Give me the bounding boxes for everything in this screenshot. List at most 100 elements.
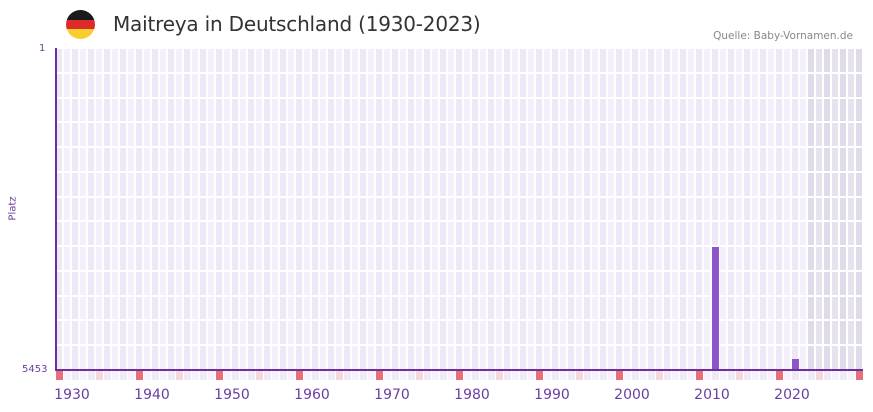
grid-cell	[464, 172, 470, 196]
grid-cell	[432, 346, 438, 369]
grid-cell	[816, 172, 822, 196]
grid-cell	[608, 346, 614, 369]
grid-cell	[496, 73, 502, 97]
grid-cell	[816, 296, 822, 320]
grid-cell	[736, 123, 742, 147]
grid-cell	[128, 346, 134, 369]
grid-cell	[600, 346, 606, 369]
grid-cell	[824, 197, 830, 221]
grid-cell	[224, 222, 230, 246]
year-marker	[760, 371, 767, 380]
grid-cell	[304, 148, 310, 171]
grid-cell	[640, 296, 646, 320]
grid-cell	[648, 222, 654, 246]
grid-cell	[112, 148, 118, 171]
grid-cell	[480, 247, 486, 270]
bar-2012[interactable]	[712, 246, 719, 370]
grid-cell	[56, 197, 62, 221]
grid-cell	[88, 197, 94, 221]
grid-cell	[88, 321, 94, 345]
grid-cell	[152, 296, 158, 320]
grid-cell	[256, 346, 262, 369]
grid-cell	[360, 49, 366, 72]
grid-cell	[632, 222, 638, 246]
grid-cell	[568, 271, 574, 295]
grid-cell	[528, 49, 534, 72]
year-marker	[600, 371, 607, 380]
grid-cell	[768, 247, 774, 270]
year-marker	[168, 371, 175, 380]
y-axis-title: Platz	[7, 196, 19, 221]
grid-cell	[848, 296, 854, 320]
grid-cell	[592, 346, 598, 369]
grid-cell	[648, 296, 654, 320]
grid-cell	[728, 197, 734, 221]
grid-cell	[664, 271, 670, 295]
grid-cell	[120, 73, 126, 97]
grid-cell	[792, 123, 798, 147]
grid-cell	[832, 172, 838, 196]
grid-cell	[184, 296, 190, 320]
grid-cell	[136, 346, 142, 369]
grid-cell	[600, 247, 606, 270]
grid-cell	[832, 247, 838, 270]
grid-cell	[512, 296, 518, 320]
year-marker	[624, 371, 631, 380]
grid-cell	[472, 49, 478, 72]
grid-cell	[160, 321, 166, 345]
grid-cell	[272, 98, 278, 122]
grid-cell	[392, 346, 398, 369]
grid-cell	[648, 247, 654, 270]
grid-cell	[144, 123, 150, 147]
grid-cell	[344, 197, 350, 221]
grid-cell	[384, 222, 390, 246]
year-marker	[224, 371, 231, 380]
grid-cell	[616, 321, 622, 345]
grid-cell	[624, 296, 630, 320]
grid-cell	[232, 222, 238, 246]
grid-cell	[568, 123, 574, 147]
grid-cell	[544, 247, 550, 270]
grid-cell	[816, 197, 822, 221]
grid-cell	[800, 172, 806, 196]
grid-cell	[160, 148, 166, 171]
grid-cell	[696, 222, 702, 246]
grid-cell	[232, 98, 238, 122]
grid-cell	[720, 197, 726, 221]
grid-cell	[224, 148, 230, 171]
grid-cell	[696, 271, 702, 295]
grid-cell	[664, 73, 670, 97]
grid-cell	[648, 321, 654, 345]
year-marker	[856, 371, 863, 380]
grid-cell	[216, 123, 222, 147]
grid-cell	[224, 49, 230, 72]
grid-cell	[688, 271, 694, 295]
grid-cell	[528, 222, 534, 246]
grid-cell	[120, 148, 126, 171]
year-marker	[808, 371, 815, 380]
grid-cell	[432, 148, 438, 171]
year-marker	[192, 371, 199, 380]
grid-cell	[176, 222, 182, 246]
grid-cell	[168, 197, 174, 221]
grid-cell	[80, 346, 86, 369]
grid-cell	[72, 49, 78, 72]
grid-cell	[400, 148, 406, 171]
grid-cell	[656, 49, 662, 72]
grid-cell	[416, 296, 422, 320]
grid-cell	[840, 123, 846, 147]
grid-cell	[136, 222, 142, 246]
grid-cell	[328, 222, 334, 246]
grid-cell	[504, 296, 510, 320]
grid-cell	[464, 346, 470, 369]
chart-title: Maitreya in Deutschland (1930-2023)	[113, 12, 481, 36]
grid-cell	[160, 197, 166, 221]
grid-cell	[584, 197, 590, 221]
grid-cell	[656, 172, 662, 196]
grid-cell	[232, 197, 238, 221]
bar-2022[interactable]	[792, 359, 799, 370]
grid-cell	[248, 172, 254, 196]
grid-cell	[152, 172, 158, 196]
grid-cell	[616, 197, 622, 221]
grid-cell	[144, 222, 150, 246]
